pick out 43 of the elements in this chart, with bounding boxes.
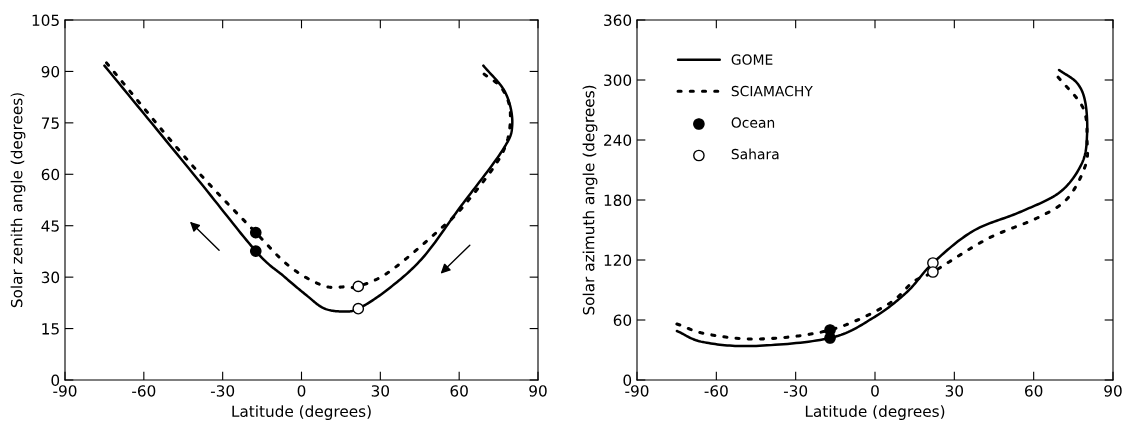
x-tick-label: 0 <box>297 385 306 397</box>
y-tick-label: 300 <box>604 74 632 87</box>
y-tick-label: 240 <box>604 134 632 147</box>
x-tick-label: 0 <box>871 385 879 397</box>
x-tick-label: 30 <box>371 385 390 397</box>
legend-label: Ocean <box>731 117 775 128</box>
x-tick-label: -60 <box>704 385 728 397</box>
y-tick-label: 75 <box>41 117 59 129</box>
point <box>824 324 836 336</box>
legend-label: Sahara <box>731 148 779 160</box>
x-tick-label: 90 <box>529 385 547 397</box>
x-tick-label: -60 <box>132 385 156 397</box>
x-tick-label: -30 <box>783 385 808 397</box>
x-tick-label: 90 <box>1104 385 1122 397</box>
y-tick-label: 90 <box>41 65 60 78</box>
x-tick-label: 30 <box>945 385 964 397</box>
x-tick-label: -90 <box>625 385 649 397</box>
legend-label: GOME <box>731 54 773 65</box>
y-tick-label: 60 <box>613 314 632 327</box>
point <box>249 226 262 239</box>
y-tick-label: 45 <box>41 220 59 232</box>
y-tick-label: 0 <box>623 374 632 387</box>
legend-label: SCIAMACHY <box>731 85 813 97</box>
x-axis-title: Latitude (degrees) <box>232 405 371 420</box>
y-tick-label: 15 <box>42 323 59 335</box>
x-tick-label: 60 <box>450 385 468 397</box>
x-axis-title: Latitude (degrees) <box>805 405 945 420</box>
y-tick-label: 105 <box>32 14 59 27</box>
x-tick-label: -90 <box>53 385 77 397</box>
y-tick-label: 360 <box>604 14 632 27</box>
y-tick-label: 30 <box>41 271 60 284</box>
point <box>352 302 365 315</box>
point <box>352 280 365 293</box>
y-tick-label: 180 <box>604 194 632 207</box>
y-tick-label: 0 <box>51 374 60 387</box>
y-axis-title: Solar azimuth angle (degrees) <box>582 85 598 315</box>
y-tick-label: 60 <box>41 168 60 181</box>
x-tick-label: 60 <box>1025 385 1043 397</box>
point <box>249 245 262 257</box>
y-tick-label: 120 <box>604 254 632 267</box>
y-axis-title: Solar zenith angle (degrees) <box>10 93 26 308</box>
point <box>927 266 939 278</box>
x-tick-label: -30 <box>210 385 235 397</box>
